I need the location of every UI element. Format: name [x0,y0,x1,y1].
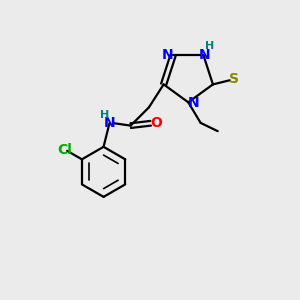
Text: N: N [162,48,174,62]
Text: H: H [100,110,109,120]
Text: H: H [205,41,214,51]
Text: N: N [188,96,200,110]
Text: N: N [103,116,115,130]
Text: O: O [150,116,162,130]
Text: S: S [229,72,239,86]
Text: Cl: Cl [57,142,72,157]
Text: N: N [198,48,210,62]
